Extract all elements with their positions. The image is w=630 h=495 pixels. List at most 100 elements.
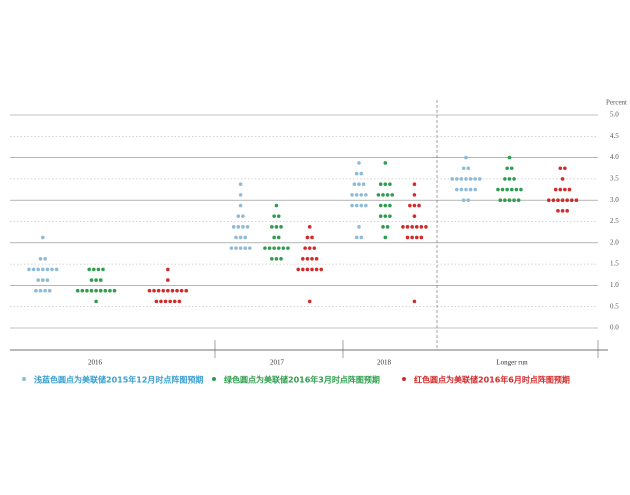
dot — [385, 193, 390, 197]
y-tick-label: 2.0 — [610, 238, 619, 246]
dot — [498, 198, 503, 202]
dot — [357, 182, 361, 187]
dot — [279, 256, 283, 261]
dot — [241, 225, 245, 229]
dot — [34, 288, 38, 293]
dot — [310, 235, 314, 240]
dot — [27, 267, 31, 272]
dot — [310, 256, 314, 261]
dot — [383, 182, 388, 187]
y-tick-label: 4.5 — [610, 132, 619, 140]
y-axis-label: Percent — [606, 99, 627, 107]
dot — [238, 246, 243, 250]
dot — [551, 198, 556, 202]
dot — [94, 299, 98, 304]
dot — [156, 288, 161, 293]
dot — [50, 267, 54, 272]
y-tick-label: 5.0 — [610, 111, 619, 119]
dot — [459, 177, 464, 181]
dot — [350, 193, 354, 197]
dot — [96, 267, 101, 272]
y-tick-label: 1.5 — [610, 260, 619, 268]
dot — [236, 214, 241, 218]
dot — [229, 246, 234, 250]
dot — [236, 225, 241, 229]
dot — [417, 203, 421, 208]
dot — [414, 235, 419, 240]
dot — [276, 214, 281, 218]
dot — [175, 288, 179, 293]
dot — [41, 235, 45, 240]
dot — [172, 299, 177, 304]
dot — [147, 288, 152, 293]
legend-label: 红色圆点为美联储2016年6月时点阵图预期 — [414, 375, 570, 385]
dot — [243, 246, 247, 250]
dot — [312, 246, 317, 250]
dot — [166, 278, 170, 282]
dot — [567, 187, 572, 192]
dot — [241, 214, 245, 218]
dot — [168, 299, 172, 304]
dot — [477, 177, 482, 181]
dot — [112, 288, 117, 293]
dot — [272, 235, 276, 240]
dot — [560, 198, 565, 202]
dot — [565, 198, 569, 202]
dot — [378, 182, 383, 187]
dot — [85, 288, 89, 293]
dot — [238, 235, 243, 240]
dot — [503, 177, 507, 181]
x-tick-label: 2017 — [270, 359, 285, 367]
dot — [364, 193, 368, 197]
y-tick-label: 3.5 — [610, 175, 619, 183]
dot — [94, 288, 98, 293]
dot — [556, 198, 560, 202]
dot — [352, 182, 357, 187]
dot — [500, 187, 505, 192]
dot — [296, 267, 301, 272]
dot — [305, 256, 310, 261]
dot — [466, 166, 471, 171]
dot — [556, 209, 560, 213]
dot — [305, 235, 310, 240]
dot — [248, 246, 252, 250]
dot — [161, 288, 166, 293]
dot — [238, 203, 243, 208]
dot — [461, 166, 466, 171]
dot — [272, 214, 276, 218]
dot — [361, 182, 366, 187]
dot — [234, 235, 238, 240]
dot — [279, 225, 283, 229]
dot — [376, 193, 381, 197]
dot — [45, 267, 50, 272]
dot — [274, 203, 279, 208]
dot — [412, 193, 417, 197]
dot — [43, 288, 47, 293]
dot — [405, 225, 410, 229]
dot — [231, 225, 236, 229]
dot — [163, 299, 168, 304]
dot — [307, 246, 312, 250]
dot — [509, 187, 514, 192]
dot — [563, 187, 567, 192]
dot — [245, 225, 250, 229]
dot — [473, 177, 477, 181]
dot — [419, 225, 424, 229]
dot — [388, 203, 392, 208]
legend-marker — [212, 377, 216, 381]
y-tick-label: 0.0 — [610, 324, 619, 332]
dot — [179, 288, 184, 293]
dot — [519, 187, 523, 192]
dot — [41, 278, 45, 282]
dot — [419, 235, 424, 240]
dot — [496, 187, 500, 192]
dot — [512, 198, 516, 202]
dot — [408, 203, 412, 208]
dot — [166, 288, 170, 293]
dot — [305, 267, 310, 272]
dot — [45, 278, 50, 282]
dot — [170, 288, 175, 293]
dot — [314, 267, 319, 272]
dot — [234, 246, 238, 250]
dot — [75, 288, 80, 293]
